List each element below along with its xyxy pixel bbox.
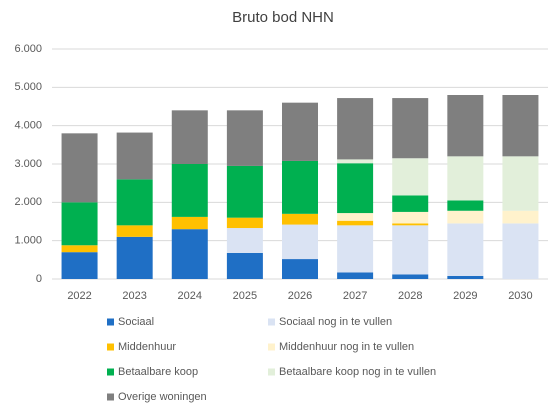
x-tick-label: 2024 [178, 290, 202, 302]
legend-swatch [107, 368, 114, 376]
bar-segment [226, 110, 263, 166]
legend-swatch [268, 343, 275, 351]
bar-segment [392, 158, 429, 196]
x-tick-label: 2028 [398, 290, 422, 302]
bar-segment [392, 274, 429, 279]
bar-segment [116, 225, 153, 237]
bar-segment [392, 195, 429, 212]
bar-segment [447, 275, 484, 279]
bar-segment [61, 245, 98, 253]
bar-segment [502, 156, 539, 211]
y-tick-label: 1.000 [14, 235, 42, 247]
bar-segment [171, 110, 208, 164]
bar-segment [171, 164, 208, 217]
bar-segment [282, 259, 318, 279]
bar-segment [337, 163, 374, 214]
bar-segment [226, 228, 263, 253]
y-tick-label: 5.000 [14, 81, 42, 93]
legend-swatch [107, 318, 114, 326]
bar-segment [392, 225, 429, 275]
x-tick-label: 2022 [67, 290, 91, 302]
y-tick-label: 0 [36, 273, 42, 285]
bar-segment [337, 220, 374, 226]
bar-segment [282, 160, 318, 214]
bar-segment [447, 223, 484, 276]
legend-label: Betaalbare koop nog in te vullen [279, 366, 436, 378]
bar-segment [337, 213, 374, 221]
legend-label: Sociaal nog in te vullen [279, 316, 392, 328]
bar-segment [502, 95, 539, 157]
bar-segment [502, 210, 539, 224]
x-tick-label: 2026 [288, 290, 312, 302]
legend-label: Overige woningen [118, 391, 207, 403]
bar-segment [171, 229, 208, 279]
bar-segment [502, 223, 539, 279]
x-tick-label: 2030 [508, 290, 532, 302]
y-tick-label: 4.000 [14, 120, 42, 132]
x-tick-label: 2027 [343, 290, 367, 302]
legend-label: Sociaal [118, 316, 154, 328]
bar-segment [226, 165, 263, 218]
bar-segment [226, 217, 263, 229]
bar-segment [337, 272, 374, 279]
bar-segment [282, 102, 318, 161]
y-tick-label: 2.000 [14, 196, 42, 208]
y-tick-label: 3.000 [14, 158, 42, 170]
bar-segment [447, 95, 484, 157]
bar-segment [447, 210, 484, 224]
legend-label: Betaalbare koop [118, 366, 198, 378]
x-tick-label: 2029 [453, 290, 477, 302]
legend-label: Middenhuur [118, 341, 176, 353]
bar-segment [392, 211, 429, 224]
bar-segment [337, 159, 374, 164]
legend-swatch [107, 393, 114, 401]
bar-segment [116, 236, 153, 279]
bar-segment [61, 252, 98, 279]
bar-segment [392, 98, 429, 159]
bar-segment [282, 224, 318, 260]
x-tick-label: 2023 [122, 290, 146, 302]
bar-segment [61, 202, 98, 246]
chart-title: Bruto bod NHN [232, 9, 334, 26]
bar-segment [447, 156, 484, 201]
bar-segment [447, 200, 484, 211]
bar-segment [116, 132, 153, 180]
legend-swatch [268, 368, 275, 376]
legend-swatch [107, 343, 114, 351]
legend-label: Middenhuur nog in te vullen [279, 341, 414, 353]
y-tick-label: 6.000 [14, 43, 42, 55]
bar-segment [171, 216, 208, 230]
bar-segment [337, 225, 374, 273]
bar-segment [61, 133, 98, 203]
bar-segment [282, 213, 318, 225]
bar-segment [116, 179, 153, 226]
bar-segment [392, 223, 429, 226]
legend-swatch [268, 318, 275, 326]
x-tick-label: 2025 [233, 290, 257, 302]
bar-segment [226, 252, 263, 279]
bar-segment [337, 98, 374, 160]
